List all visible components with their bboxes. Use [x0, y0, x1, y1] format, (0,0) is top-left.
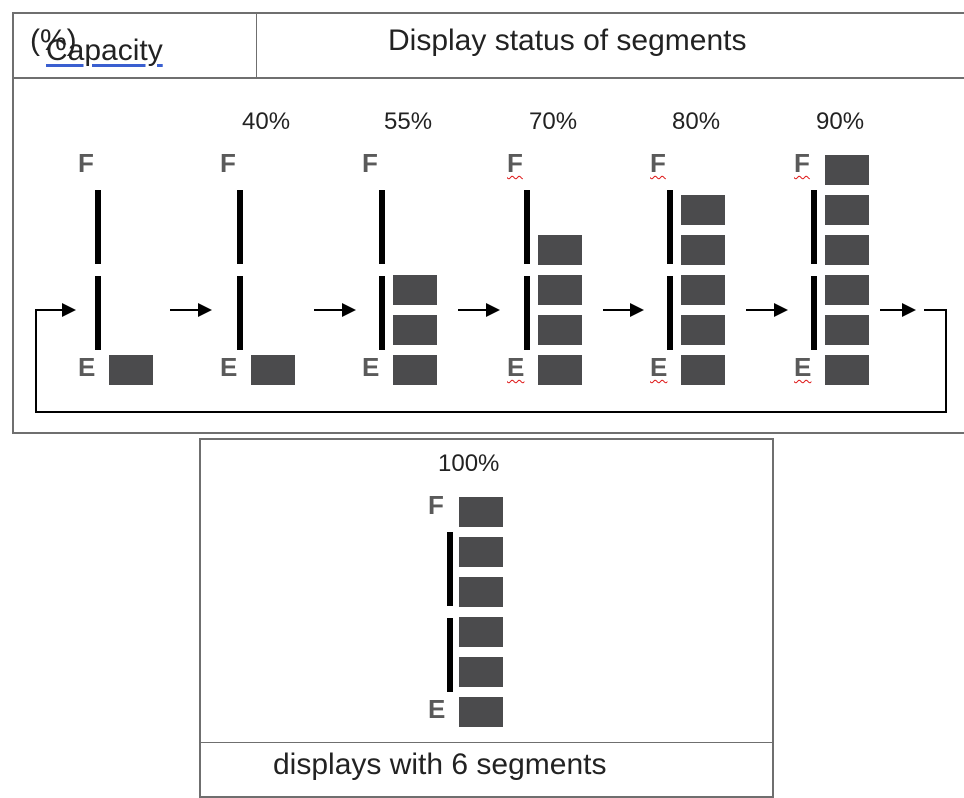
- empty-label: E: [362, 352, 380, 382]
- capacity-percent-label: 80%: [672, 108, 721, 135]
- display-segment: [393, 355, 437, 385]
- display-segment: [681, 235, 725, 265]
- full-label: F: [78, 148, 94, 178]
- capacity-percent-label: 40%: [242, 108, 291, 135]
- fuel-gauge-bar-lower: [524, 276, 530, 350]
- flow-arrow-4-head: [630, 303, 644, 317]
- display-segment: [538, 275, 582, 305]
- status-header: Display status of segments: [388, 24, 747, 57]
- flow-arrow-3-head: [486, 303, 500, 317]
- empty-label: E: [650, 352, 668, 382]
- fuel-gauge-bar-lower: [811, 276, 817, 350]
- fuel-gauge-bar-upper: [524, 190, 530, 264]
- display-segment: [681, 355, 725, 385]
- display-segment: [459, 577, 503, 607]
- full-label: F: [428, 490, 444, 520]
- capacity-percent-label: 70%: [529, 108, 578, 135]
- empty-label: E: [220, 352, 238, 382]
- capacity-percent-label: 55%: [384, 108, 433, 135]
- empty-label: E: [428, 694, 446, 724]
- display-segment: [825, 195, 869, 225]
- status-header-cell: Display status of segments: [258, 14, 964, 77]
- display-segment: [681, 275, 725, 305]
- display-segment: [825, 315, 869, 345]
- fuel-gauge-bar-upper: [379, 190, 385, 264]
- display-segment: [459, 657, 503, 687]
- flow-arrow-2-head: [342, 303, 356, 317]
- display-segment: [459, 617, 503, 647]
- display-segment: [393, 275, 437, 305]
- fuel-gauge-bar-upper: [811, 190, 817, 264]
- segments-caption: displays with 6 segments: [273, 748, 607, 781]
- capacity-header-cell: Capacity (%): [14, 14, 257, 77]
- fuel-gauge-bar-lower: [95, 276, 101, 350]
- capacity-percent-label: 100%: [438, 450, 500, 477]
- full-label: F: [220, 148, 236, 178]
- display-segment: [459, 497, 503, 527]
- fuel-gauge-bar-upper: [237, 190, 243, 264]
- capacity-header: Capacity (%): [30, 24, 163, 67]
- display-segment: [825, 275, 869, 305]
- full-label: F: [650, 148, 666, 178]
- full-label: F: [507, 148, 523, 178]
- display-segment: [681, 315, 725, 345]
- display-segment: [825, 155, 869, 185]
- flow-arrow-6-head: [902, 303, 916, 317]
- empty-label: E: [78, 352, 96, 382]
- fuel-gauge-bar-upper: [95, 190, 101, 264]
- full-label: F: [794, 148, 810, 178]
- display-segment: [825, 355, 869, 385]
- display-segment: [109, 355, 153, 385]
- loop-back-arrow-head: [62, 303, 76, 317]
- capacity-percent-label: 90%: [816, 108, 865, 135]
- display-segment: [681, 195, 725, 225]
- display-segment: [393, 315, 437, 345]
- capacity-header-unit: (%): [30, 24, 77, 57]
- flow-arrow-1-head: [198, 303, 212, 317]
- display-segment: [825, 235, 869, 265]
- fuel-gauge-bar-lower: [447, 618, 453, 692]
- empty-label: E: [794, 352, 812, 382]
- display-segment: [459, 697, 503, 727]
- loop-back-line: [35, 309, 947, 413]
- table-header-row: Capacity (%) Display status of segments: [14, 14, 964, 79]
- display-segment: [459, 537, 503, 567]
- display-segment: [251, 355, 295, 385]
- segment-status-table: Capacity (%) Display status of segments: [12, 12, 964, 434]
- flow-arrow-5-head: [774, 303, 788, 317]
- fuel-gauge-bar-lower: [667, 276, 673, 350]
- display-segment: [538, 315, 582, 345]
- fuel-gauge-bar-upper: [447, 532, 453, 606]
- fuel-gauge-bar-upper: [667, 190, 673, 264]
- display-segment: [538, 355, 582, 385]
- display-segment: [538, 235, 582, 265]
- fuel-gauge-bar-lower: [379, 276, 385, 350]
- empty-label: E: [507, 352, 525, 382]
- fuel-gauge-bar-lower: [237, 276, 243, 350]
- caption-divider: [201, 742, 772, 743]
- full-label: F: [362, 148, 378, 178]
- capacity-header-word: Capacity: [46, 34, 163, 67]
